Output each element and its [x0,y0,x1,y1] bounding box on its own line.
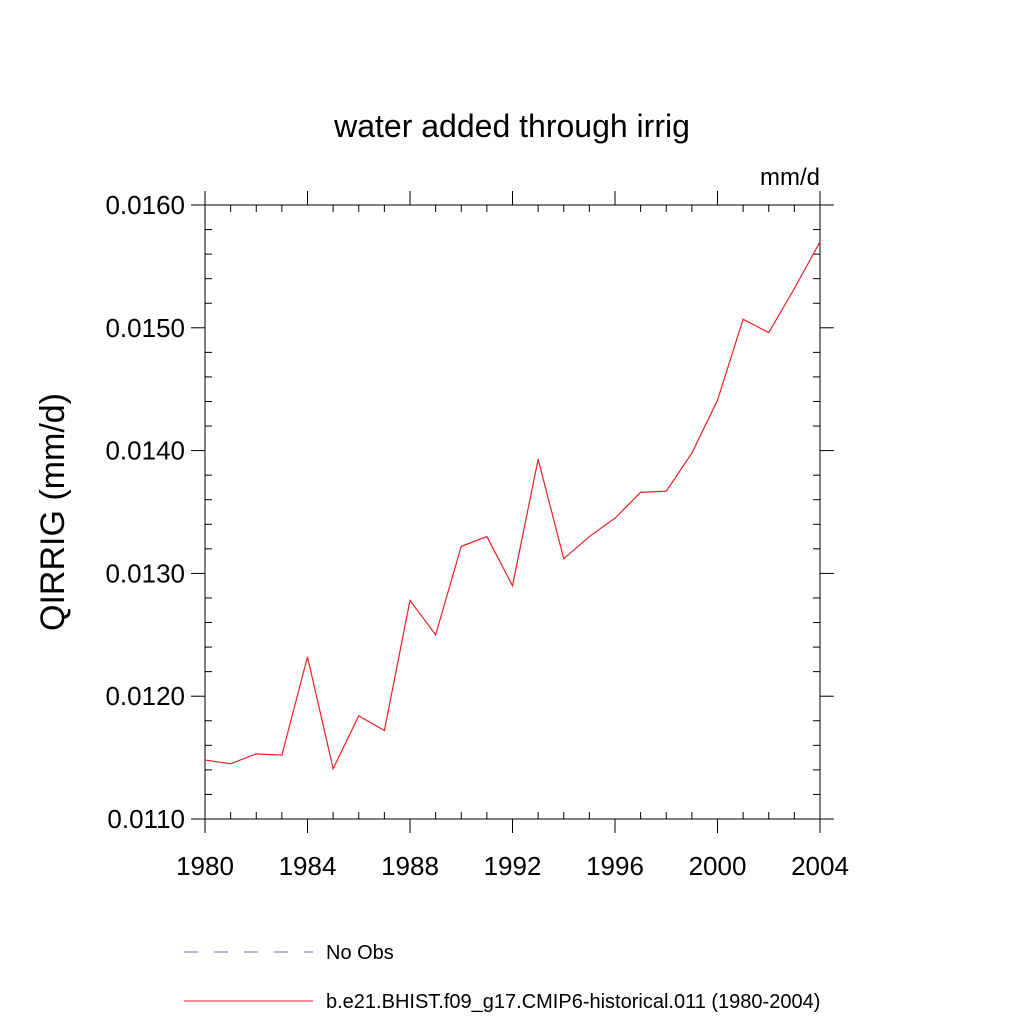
y-axis-label: QIRRIG (mm/d) [34,393,72,631]
x-tick-label: 1988 [381,851,439,881]
x-tick-label: 2004 [791,851,849,881]
y-tick-label: 0.0140 [105,436,185,466]
x-tick-label: 2000 [689,851,747,881]
x-tick-label: 1984 [279,851,337,881]
legend-label: No Obs [326,942,394,964]
y-tick-label: 0.0110 [107,804,185,834]
units-label: mm/d [760,164,820,191]
legend: No Obs b.e21.BHIST.f09_g17.CMIP6-historic… [184,942,820,1013]
x-tick-label: 1996 [586,851,644,881]
series-layer [204,241,821,771]
y-tick-label: 0.0120 [105,681,185,711]
series-line [204,241,821,771]
y-tick-label: 0.0130 [105,558,185,588]
legend-label: b.e21.BHIST.f09_g17.CMIP6-historical.011… [326,991,820,1013]
plot-frame [204,204,821,820]
axis-ticks: 1980 1984 1988 1992 1996 2000 2004 0.0110 0.0120… [105,190,848,881]
x-tick-label: 1992 [484,851,542,881]
chart-title: water added through irrig [333,108,690,144]
x-tick-label: 1980 [176,851,234,881]
y-tick-label: 0.0150 [105,313,185,343]
y-tick-label: 0.0160 [105,190,185,220]
